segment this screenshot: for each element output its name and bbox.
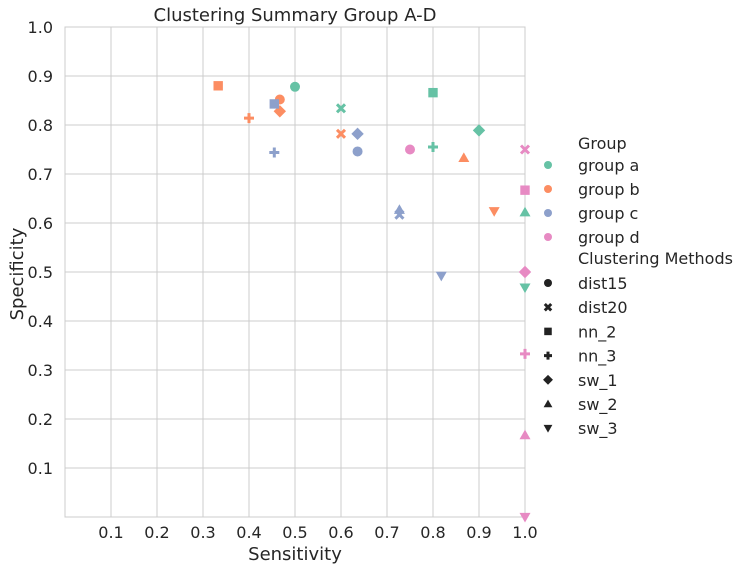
point-group-b-nn-2	[213, 81, 223, 91]
legend-marker-group-b	[544, 185, 552, 193]
legend-hue-label: group b	[578, 180, 640, 199]
x-axis-label: Sensitivity	[248, 544, 342, 565]
point-group-b-nn-3	[244, 113, 254, 124]
point-group-d-sw-2	[519, 429, 531, 440]
y-tick-label: 1.0	[28, 18, 53, 37]
x-tick-label: 0.1	[98, 523, 123, 542]
point-group-a-sw-1	[472, 124, 486, 137]
data-points	[213, 81, 532, 523]
legend-style-label: dist15	[578, 274, 628, 293]
x-tick-label: 0.3	[190, 523, 215, 542]
point-group-a-dist15	[290, 81, 300, 92]
x-tick-label: 0.9	[466, 523, 491, 542]
point-group-d-sw-1	[518, 265, 532, 279]
y-tick-label: 0.8	[28, 116, 53, 135]
legend-marker-dist20	[543, 302, 553, 312]
point-group-a-nn-2	[428, 87, 438, 98]
x-tick-label: 0.6	[328, 523, 353, 542]
legend-style-title: Clustering Methods	[578, 249, 733, 268]
y-tick-label: 0.1	[28, 459, 53, 478]
x-tick-labels: 0.1 0.2 0.3 0.4 0.5 0.6 0.7 0.8 0.9 1.0	[98, 523, 537, 542]
x-tick-label: 0.8	[420, 523, 445, 542]
legend: Group Clustering Methods group a group b g…	[543, 134, 733, 439]
point-group-c-dist15	[352, 146, 363, 157]
legend-marker-group-c	[544, 209, 552, 217]
y-tick-label: 0.3	[28, 361, 53, 380]
legend-style-label: sw_1	[578, 371, 618, 391]
legend-hue-label: group c	[578, 204, 638, 223]
legend-marker-sw-1	[543, 374, 553, 385]
y-tick-label: 0.7	[28, 165, 53, 184]
point-group-c-nn-2	[269, 99, 279, 109]
point-group-b-sw-2	[458, 152, 470, 162]
point-group-d-sw-3	[519, 512, 531, 523]
legend-marker-dist15	[544, 279, 552, 287]
x-tick-label: 0.2	[144, 523, 169, 542]
legend-marker-group-a	[544, 161, 552, 169]
legend-style-label: dist20	[578, 298, 628, 317]
y-tick-label: 0.5	[28, 263, 53, 282]
legend-style-label: sw_3	[578, 419, 618, 439]
y-tick-labels: 0.1 0.2 0.3 0.4 0.5 0.6 0.7 0.8 0.9 1.0	[28, 18, 53, 478]
point-group-d-dist20	[519, 144, 531, 155]
chart-title: Clustering Summary Group A-D	[154, 5, 437, 26]
legend-marker-sw-3	[543, 424, 553, 433]
point-group-d-dist15	[405, 144, 415, 155]
legend-hue-title: Group	[578, 134, 627, 153]
y-tick-label: 0.9	[28, 67, 53, 86]
point-group-b-sw-3	[488, 207, 500, 217]
legend-style-label: nn_2	[578, 322, 616, 342]
point-group-a-dist20	[335, 103, 347, 114]
legend-hue-label: group d	[578, 228, 640, 247]
x-tick-label: 0.5	[282, 523, 307, 542]
point-group-d-nn-2	[520, 185, 530, 195]
point-group-a-sw-3	[519, 283, 531, 294]
point-group-c-nn-3	[269, 147, 280, 158]
legend-marker-group-d	[544, 233, 552, 241]
point-group-a-nn-3	[428, 142, 438, 153]
legend-marker-nn-3	[544, 351, 552, 360]
point-group-b-dist20	[335, 128, 347, 139]
legend-marker-sw-2	[543, 399, 553, 408]
legend-marker-nn-2	[544, 327, 552, 336]
point-group-c-sw-2	[393, 204, 405, 214]
point-group-c-sw-3	[435, 271, 447, 282]
x-tick-label: 0.7	[374, 523, 399, 542]
point-group-a-sw-2	[519, 206, 531, 217]
legend-hue-label: group a	[578, 156, 639, 175]
legend-style-label: sw_2	[578, 395, 618, 415]
y-tick-label: 0.2	[28, 410, 53, 429]
point-group-c-sw-1	[351, 127, 364, 141]
y-tick-label: 0.4	[28, 312, 53, 331]
y-tick-label: 0.6	[28, 214, 53, 233]
x-tick-label: 1.0	[512, 523, 537, 542]
y-axis-label: Specificity	[7, 227, 28, 320]
x-tick-label: 0.4	[236, 523, 261, 542]
point-group-d-nn-3	[520, 348, 530, 359]
legend-style-label: nn_3	[578, 347, 616, 367]
